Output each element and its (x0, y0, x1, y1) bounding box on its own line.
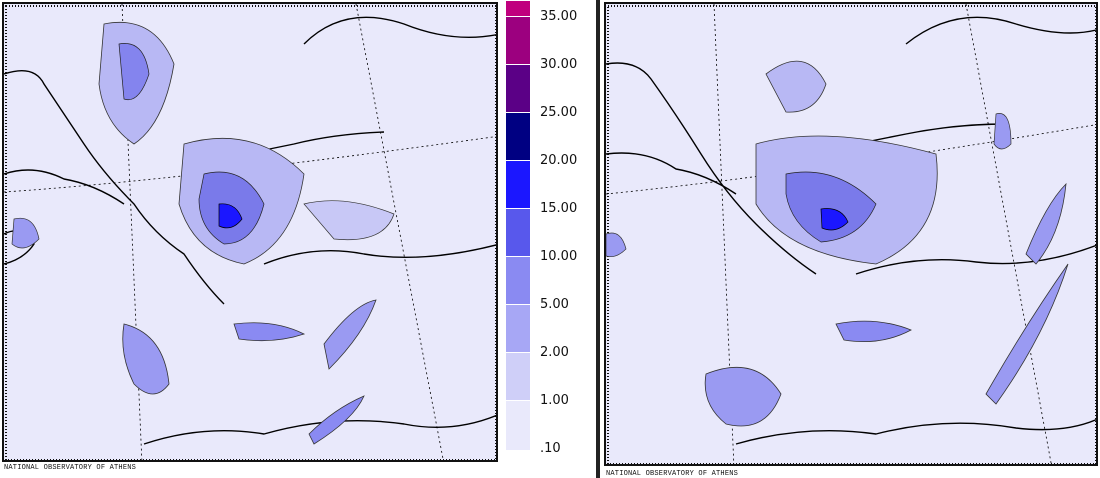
legend-label: 10.00 (540, 249, 578, 264)
legend-label: 20.00 (540, 153, 578, 168)
legend-label: .10 (540, 441, 561, 456)
right-map-credit: NATIONAL OBSERVATORY OF ATHENS (606, 470, 739, 478)
left-rain-fields (11, 22, 395, 445)
legend-swatch-1 (506, 352, 530, 400)
right-precipitation-map (604, 2, 1098, 466)
legend-swatch-15 (506, 160, 530, 208)
legend-swatch-0-1 (506, 400, 530, 450)
legend-swatch-25 (506, 64, 530, 112)
left-precipitation-map (2, 2, 498, 462)
legend-label: 5.00 (540, 297, 569, 312)
legend-swatch-30 (506, 16, 530, 64)
legend-swatch-2 (506, 304, 530, 352)
left-map-graphic (4, 4, 496, 460)
left-map-credit: NATIONAL OBSERVATORY OF ATHENS (4, 464, 137, 472)
color-legend: 35.00 30.00 25.00 20.00 15.00 10.00 5.00… (506, 0, 594, 470)
legend-label: 30.00 (540, 57, 578, 72)
legend-label: 25.00 (540, 105, 578, 120)
legend-swatch-10 (506, 208, 530, 256)
right-rain-fields (606, 60, 1069, 427)
panel-divider (596, 0, 600, 478)
legend-swatch-35 (506, 0, 530, 16)
right-map-graphic (606, 4, 1096, 464)
legend-label: 35.00 (540, 9, 578, 24)
legend-swatch-5 (506, 256, 530, 304)
legend-label: 1.00 (540, 393, 569, 408)
legend-label: 2.00 (540, 345, 569, 360)
legend-swatch-20 (506, 112, 530, 160)
legend-label: 15.00 (540, 201, 578, 216)
